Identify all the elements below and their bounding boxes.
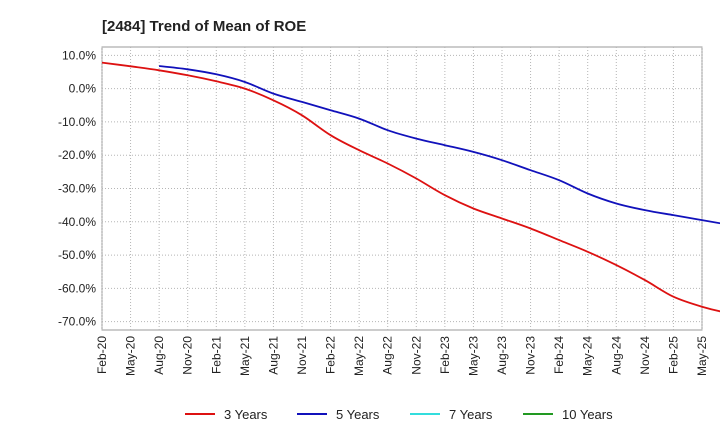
x-tick-label: Nov-20	[181, 336, 195, 375]
x-tick-label: May-22	[352, 336, 366, 376]
x-tick-label: Nov-22	[409, 336, 423, 375]
grid-lines	[101, 47, 703, 330]
x-tick-label: Nov-24	[638, 336, 652, 375]
legend-label: 3 Years	[224, 407, 268, 422]
y-tick-label: -60.0%	[58, 281, 96, 295]
x-tick-label: May-21	[238, 336, 252, 376]
x-tick-label: Aug-22	[381, 336, 395, 375]
x-tick-label: Aug-20	[152, 336, 166, 375]
x-tick-label: Feb-22	[324, 336, 338, 374]
x-tick-label: Nov-23	[524, 336, 538, 375]
x-tick-label: May-25	[695, 336, 709, 376]
x-tick-label: Aug-21	[266, 336, 280, 375]
x-tick-label: Nov-21	[295, 336, 309, 375]
chart-title: [2484] Trend of Mean of ROE	[102, 18, 306, 35]
legend-label: 7 Years	[449, 407, 493, 422]
series-lines	[101, 61, 720, 313]
y-tick-label: -20.0%	[58, 148, 96, 162]
y-tick-label: -30.0%	[58, 182, 96, 196]
y-tick-label: -40.0%	[58, 215, 96, 229]
x-tick-label: Feb-23	[438, 336, 452, 374]
x-tick-label: Feb-20	[95, 336, 109, 374]
y-tick-label: 10.0%	[62, 48, 96, 62]
x-tick-label: Feb-25	[666, 336, 680, 374]
x-tick-label: Aug-24	[609, 336, 623, 375]
y-tick-label: -50.0%	[58, 248, 96, 262]
series-line-3-years	[101, 61, 720, 313]
y-axis-ticks: 10.0% 0.0% -10.0% -20.0% -30.0% -40.0% -50.0% -…	[58, 48, 96, 328]
y-tick-label: 0.0%	[69, 82, 97, 96]
series-line-5-years	[159, 65, 720, 225]
x-tick-label: May-23	[466, 336, 480, 376]
legend-label: 5 Years	[336, 407, 380, 422]
x-tick-label: May-20	[124, 336, 138, 376]
legend: 3 Years 5 Years 7 Years 10 Years	[185, 407, 613, 422]
x-tick-label: May-24	[581, 336, 595, 376]
y-tick-label: -10.0%	[58, 115, 96, 129]
x-tick-label: Feb-21	[209, 336, 223, 374]
x-tick-label: Aug-23	[495, 336, 509, 375]
legend-label: 10 Years	[562, 407, 613, 422]
x-tick-label: Feb-24	[552, 336, 566, 374]
x-axis-ticks: Feb-20 May-20 Aug-20 Nov-20 Feb-21 May-21 Aug-…	[95, 336, 709, 376]
y-tick-label: -70.0%	[58, 315, 96, 329]
